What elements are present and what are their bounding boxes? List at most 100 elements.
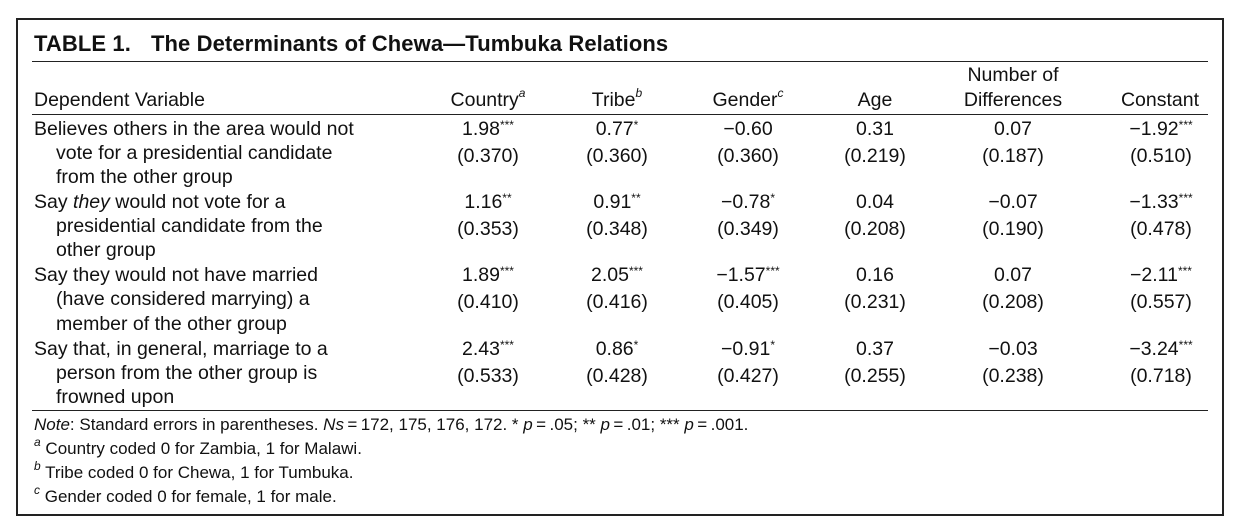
coefficient-line: 0.77* — [557, 117, 677, 144]
coefficient-line: 1.98*** — [428, 117, 548, 144]
standard-error: (0.370) — [457, 144, 519, 167]
standard-error: (0.190) — [982, 217, 1044, 240]
coefficient-value: 1.89 — [462, 264, 500, 286]
note-p: p — [523, 415, 533, 434]
coefficient-value: 1.16 — [464, 191, 503, 213]
coefficient-value: 0.07 — [994, 118, 1032, 140]
significance-stars: ** — [631, 191, 641, 205]
coef-cell-constant: −1.92*** (0.510) — [1096, 117, 1226, 168]
coefficient-value: −1.33 — [1129, 191, 1179, 213]
header-tribe-mark: b — [635, 85, 643, 100]
coef-cell-gender: −1.57*** (0.405) — [688, 263, 808, 314]
significance-stars: *** — [499, 338, 514, 352]
coefficient-line: 1.16** — [428, 190, 548, 217]
coef-cell-differences: 0.07 (0.187) — [948, 117, 1078, 168]
coefficient-value: −1.57 — [716, 264, 766, 286]
coefficient-value: 0.31 — [856, 118, 894, 140]
note-ns: Ns — [323, 415, 344, 434]
standard-error: (0.219) — [844, 144, 906, 167]
footnote-mark: a — [34, 435, 41, 450]
coef-cell-tribe: 0.77* (0.360) — [557, 117, 677, 168]
coefficient-value: 0.37 — [856, 338, 894, 360]
coefficient-line: −1.92*** — [1096, 117, 1226, 144]
coefficient-value: 0.91 — [593, 191, 632, 213]
coefficient-value: 1.98 — [462, 118, 500, 140]
note-text: : Standard errors in parentheses. — [69, 415, 324, 434]
coef-cell-tribe: 2.05*** (0.416) — [557, 263, 677, 314]
coefficient-value: 0.07 — [994, 264, 1032, 286]
significance-stars: * — [770, 338, 775, 352]
note-p: p — [684, 415, 694, 434]
coefficient-value: 0.86 — [595, 338, 634, 360]
coefficient-value: 2.05 — [591, 264, 629, 286]
coefficient-value: 0.16 — [856, 264, 894, 286]
coefficient-value: −0.03 — [988, 338, 1038, 360]
coefficient-value: −1.92 — [1129, 118, 1179, 140]
coef-cell-country: 1.16** (0.353) — [428, 190, 548, 241]
coef-cell-constant: −1.33*** (0.478) — [1096, 190, 1226, 241]
coefficient-value: −0.91 — [720, 338, 771, 360]
header-tribe: Tribeb — [557, 85, 677, 113]
coefficient-value: −0.07 — [988, 191, 1038, 213]
significance-stars: *** — [1178, 338, 1193, 352]
significance-stars: * — [633, 118, 639, 132]
standard-error: (0.208) — [982, 290, 1044, 313]
row-label: Believes others in the area would not — [34, 118, 354, 140]
header-gender-label: Gender — [712, 89, 778, 111]
coefficient-line: −1.33*** — [1096, 190, 1226, 217]
footnote-b: b Tribe coded 0 for Chewa, 1 for Tumbuka… — [34, 459, 353, 483]
standard-error: (0.427) — [717, 364, 779, 387]
coef-cell-age: 0.37 (0.255) — [815, 337, 935, 388]
footnote-mark: c — [34, 483, 40, 498]
standard-error: (0.231) — [844, 290, 906, 313]
standard-error: (0.360) — [717, 144, 779, 167]
coefficient-line: 1.89*** — [428, 263, 548, 290]
coefficient-value: 0.77 — [595, 118, 634, 140]
row-label: vote for a presidential candidate — [56, 142, 333, 164]
significance-stars: *** — [1177, 264, 1192, 278]
coef-cell-constant: −2.11*** (0.557) — [1096, 263, 1226, 314]
significance-stars: *** — [1178, 118, 1193, 132]
note-label: Note — [34, 415, 70, 434]
standard-error: (0.349) — [717, 217, 779, 240]
footnote-mark: b — [34, 459, 41, 474]
coefficient-value: −3.24 — [1129, 338, 1179, 360]
standard-error: (0.405) — [717, 290, 779, 313]
standard-error: (0.428) — [586, 364, 648, 387]
significance-stars: *** — [628, 264, 643, 278]
coefficient-line: −2.11*** — [1096, 263, 1226, 290]
standard-error: (0.478) — [1130, 217, 1192, 240]
standard-error: (0.557) — [1130, 290, 1192, 313]
standard-error: (0.255) — [844, 364, 906, 387]
title-rule — [32, 61, 1208, 62]
header-constant: Constant — [1120, 89, 1200, 111]
coefficient-line: 0.31 — [815, 117, 935, 144]
table-label: TABLE 1. — [34, 31, 131, 56]
significance-stars: ** — [502, 191, 512, 205]
standard-error: (0.718) — [1130, 364, 1192, 387]
note-text: = .01; *** — [610, 415, 685, 434]
row-label: person from the other group is — [56, 362, 318, 384]
coefficient-line: 0.07 — [948, 117, 1078, 144]
header-differences-line2: Differences — [963, 89, 1063, 111]
coefficient-line: 0.37 — [815, 337, 935, 364]
coefficient-value: −2.11 — [1130, 264, 1178, 286]
header-tribe-label: Tribe — [591, 89, 636, 111]
row-label: presidential candidate from the — [56, 215, 323, 237]
coefficient-value: −0.60 — [723, 118, 773, 140]
coefficient-value: 2.43 — [462, 338, 500, 360]
coefficient-line: −0.03 — [948, 337, 1078, 364]
coef-cell-differences: −0.03 (0.238) — [948, 337, 1078, 388]
footnote-text: Country coded 0 for Zambia, 1 for Malawi… — [40, 439, 362, 458]
header-age: Age — [857, 89, 893, 111]
standard-error: (0.187) — [982, 144, 1044, 167]
coef-cell-age: 0.04 (0.208) — [815, 190, 935, 241]
coef-cell-country: 1.98*** (0.370) — [428, 117, 548, 168]
coefficient-line: 0.91** — [557, 190, 677, 217]
row-label: (have considered marrying) a — [56, 288, 310, 310]
standard-error: (0.360) — [586, 144, 648, 167]
coefficient-line: −3.24*** — [1096, 337, 1226, 364]
coefficient-line: 0.86* — [557, 337, 677, 364]
coefficient-line: 2.05*** — [557, 263, 677, 290]
coefficient-line: −0.60 — [688, 117, 808, 144]
